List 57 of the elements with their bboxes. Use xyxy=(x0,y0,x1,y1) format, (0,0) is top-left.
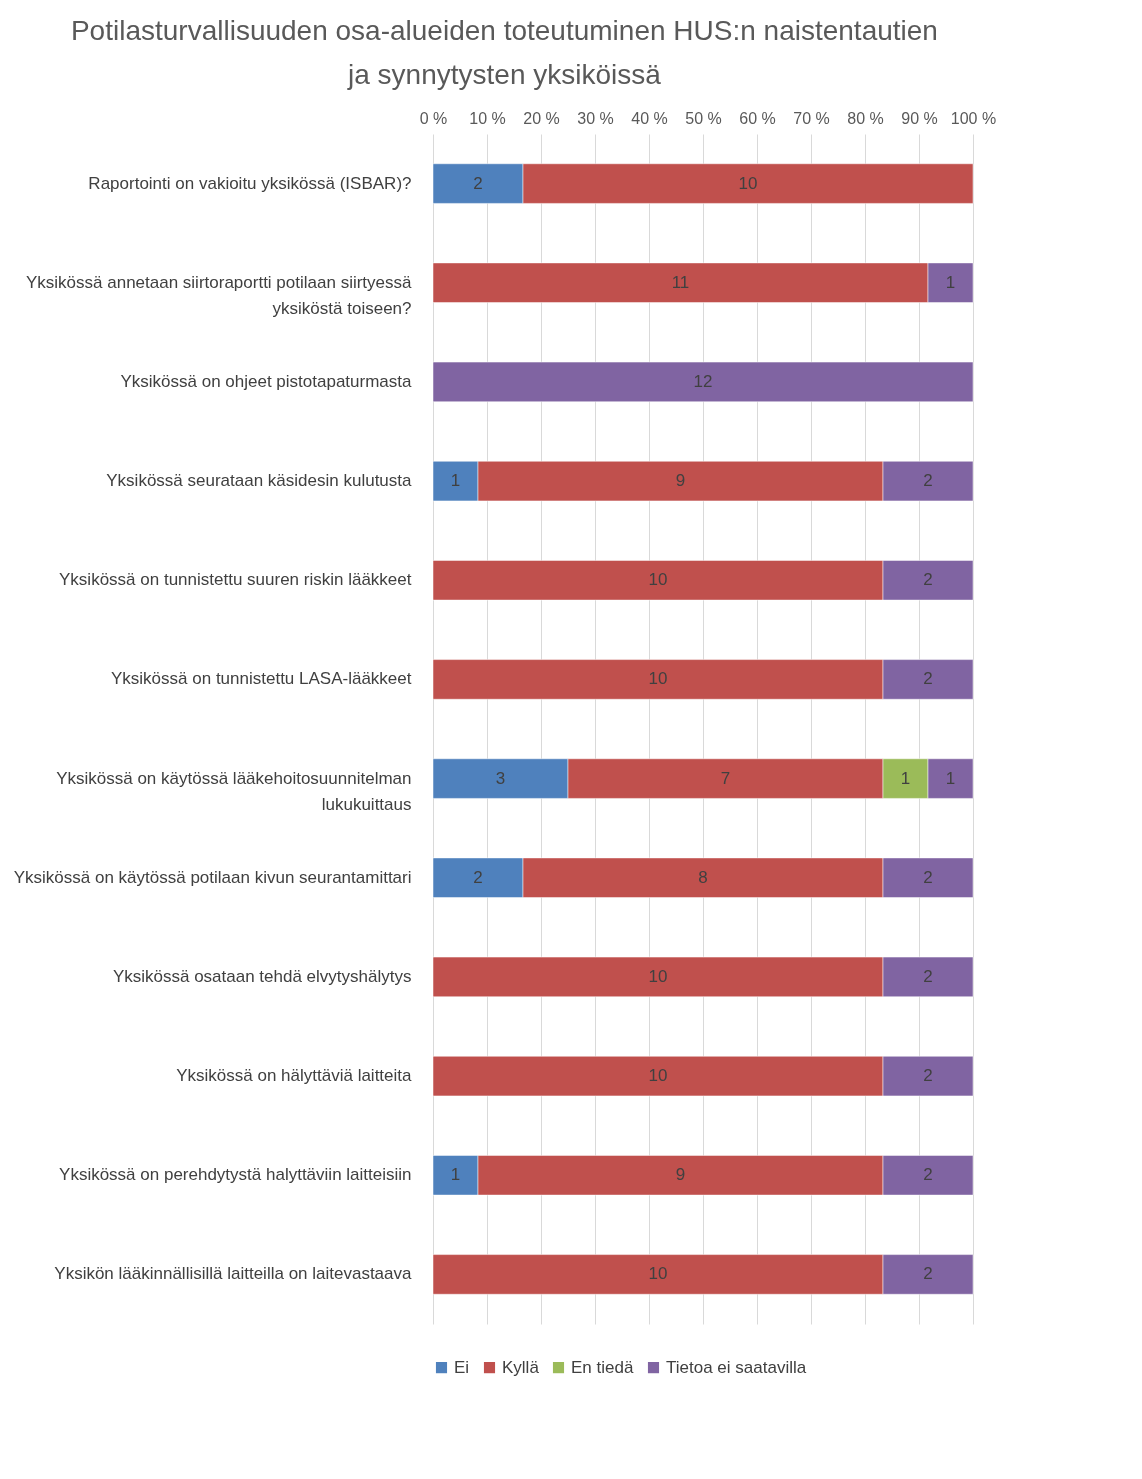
data-label: 2 xyxy=(923,570,933,590)
y-tick-label: Yksikössä on tunnistettu suuren riskin lääkkeet xyxy=(59,570,412,590)
data-label: 10 xyxy=(648,1066,668,1086)
y-tick-label: Yksikön lääkinnällisillä laitteilla on laitevastaava xyxy=(54,1264,413,1284)
data-label: 10 xyxy=(648,570,668,590)
data-label: 3 xyxy=(495,768,506,788)
y-tick-label: Raportointi on vakioitu yksikössä (ISBAR)? xyxy=(88,173,412,193)
x2-tick-label: 70 % xyxy=(793,109,830,127)
data-label: 1 xyxy=(450,471,461,491)
y-tick-label: Yksikössä annetaan siirtoraportti potilaan siirtyessä yksiköstä toiseen? xyxy=(25,272,413,318)
data-label: 11 xyxy=(671,272,690,292)
legend-label: Ei xyxy=(454,1357,470,1377)
x2-tick-label: 100 % xyxy=(950,109,997,127)
data-label: 1 xyxy=(900,768,911,788)
x2-tick-label: 50 % xyxy=(685,109,722,127)
x2-tick-label: 90 % xyxy=(901,109,938,127)
y-tick-label: Yksikössä on tunnistettu LASA-lääkkeet xyxy=(111,669,412,689)
data-label: 9 xyxy=(675,1165,686,1185)
data-label: 2 xyxy=(923,867,933,887)
data-label: 2 xyxy=(923,1066,933,1086)
y-tick-label: Yksikössä seurataan käsidesin kulutusta xyxy=(106,471,413,491)
y-tick-label: Yksikössä osataan tehdä elvytyshälytys xyxy=(112,966,412,986)
data-label: 2 xyxy=(923,471,933,491)
x2-tick-label: 40 % xyxy=(631,109,668,127)
data-label: 12 xyxy=(693,371,713,391)
data-label: 2 xyxy=(923,669,933,689)
x2-tick-label: 20 % xyxy=(523,109,560,127)
data-label: 2 xyxy=(473,173,483,193)
data-label: 1 xyxy=(945,272,956,292)
x2-tick-label: 0 % xyxy=(419,109,448,127)
legend-label: En tiedä xyxy=(571,1357,634,1377)
y-tick-label: Yksikössä on käytössä potilaan kivun seurantamittari xyxy=(13,867,412,887)
x2-tick-label: 60 % xyxy=(739,109,776,127)
data-label: 10 xyxy=(738,173,758,193)
data-label: 10 xyxy=(648,669,668,689)
data-label: 10 xyxy=(648,966,668,986)
data-label: 2 xyxy=(923,1264,933,1284)
data-label: 10 xyxy=(648,1264,668,1284)
legend-label: Kyllä xyxy=(502,1357,540,1377)
y-tick-label: Yksikössä on perehdytystä halyttäviin laitteisiin xyxy=(59,1165,412,1185)
data-label: 9 xyxy=(675,471,686,491)
x2-tick-label: 80 % xyxy=(847,109,884,127)
y-tick-label: Yksikössä on käytössä lääkehoitosuunnitelman lukukuittaus xyxy=(56,768,412,814)
data-label: 2 xyxy=(923,966,933,986)
data-label: 1 xyxy=(450,1165,461,1185)
chart-title: Potilasturvallisuuden osa-alueiden toteutuminen HUS:n naistentautien ja synnytysten yksiköissä xyxy=(70,15,938,90)
y-tick-label: Yksikössä on hälyttäviä laitteita xyxy=(176,1066,413,1086)
x2-tick-label: 10 % xyxy=(469,109,506,127)
y-tick-label: Yksikössä on ohjeet pistotapaturmasta xyxy=(120,371,413,391)
x2-tick-label: 30 % xyxy=(577,109,614,127)
data-label: 1 xyxy=(945,768,956,788)
bar xyxy=(432,361,974,402)
data-label: 2 xyxy=(473,867,483,887)
data-label: 8 xyxy=(698,867,708,887)
data-label: 2 xyxy=(923,1165,933,1185)
legend-label: Tietoa ei saatavilla xyxy=(666,1357,807,1377)
data-label: 7 xyxy=(720,768,731,788)
